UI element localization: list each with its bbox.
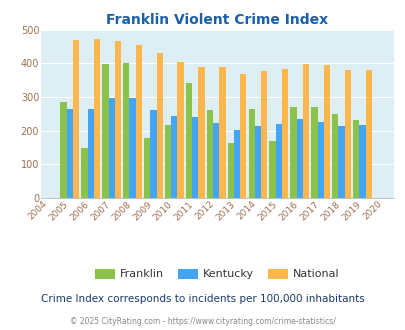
Bar (248, 109, 254, 198)
Bar (240, 74, 246, 198)
Bar (115, 41, 121, 198)
Bar (281, 69, 288, 198)
Bar (331, 114, 338, 198)
Bar (144, 138, 150, 198)
Bar (290, 107, 296, 198)
Bar (275, 124, 281, 198)
Bar (73, 40, 79, 198)
Text: © 2025 CityRating.com - https://www.cityrating.com/crime-statistics/: © 2025 CityRating.com - https://www.city… (70, 317, 335, 326)
Bar (338, 126, 344, 198)
Bar (323, 65, 329, 198)
Bar (164, 125, 171, 198)
Bar (254, 126, 260, 198)
Bar (296, 119, 302, 198)
Bar (129, 98, 135, 198)
Bar (185, 82, 192, 198)
Title: Franklin Violent Crime Index: Franklin Violent Crime Index (106, 13, 328, 27)
Bar (156, 52, 162, 198)
Bar (269, 141, 275, 198)
Bar (198, 67, 204, 198)
Bar (177, 62, 183, 198)
Bar (192, 117, 198, 198)
Text: Crime Index corresponds to incidents per 100,000 inhabitants: Crime Index corresponds to incidents per… (41, 294, 364, 304)
Bar (352, 119, 358, 198)
Bar (206, 111, 213, 198)
Bar (219, 67, 225, 198)
Bar (150, 111, 156, 198)
Bar (311, 107, 317, 198)
Bar (102, 64, 108, 198)
Bar (302, 64, 309, 198)
Bar (233, 130, 240, 198)
Legend: Franklin, Kentucky, National: Franklin, Kentucky, National (90, 264, 343, 284)
Bar (171, 115, 177, 198)
Bar (60, 102, 66, 198)
Bar (213, 123, 219, 198)
Bar (135, 45, 142, 198)
Bar (87, 110, 94, 198)
Bar (317, 121, 323, 198)
Bar (108, 98, 115, 198)
Bar (344, 70, 350, 198)
Bar (365, 70, 371, 198)
Bar (123, 63, 129, 198)
Bar (358, 125, 365, 198)
Bar (81, 148, 87, 198)
Bar (94, 39, 100, 198)
Bar (66, 109, 73, 198)
Bar (260, 71, 267, 198)
Bar (227, 143, 233, 198)
